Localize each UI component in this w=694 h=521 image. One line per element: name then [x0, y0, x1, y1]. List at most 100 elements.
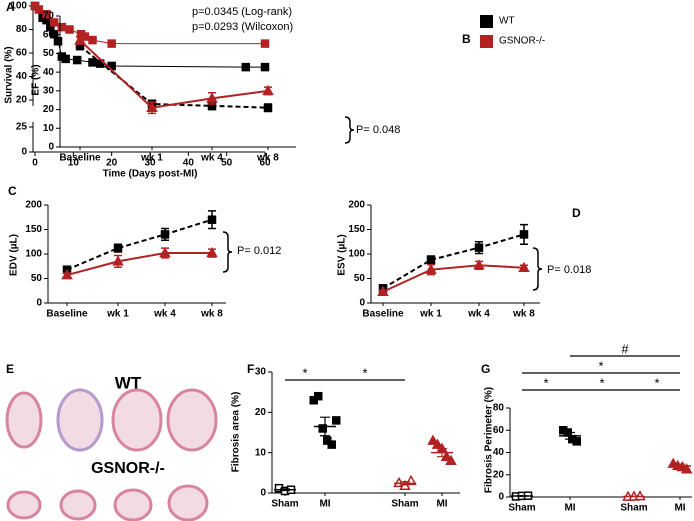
y-tick-label: 60 — [493, 425, 505, 436]
point — [314, 391, 323, 401]
y-tick-label: 200 — [348, 200, 365, 211]
y-axis-label: Fibrosis Perimeter (%) — [484, 387, 495, 493]
x-tick-label: 60 — [259, 158, 271, 169]
x-tick-label: wk 1 — [106, 309, 129, 320]
x-tick-label: 50 — [221, 158, 233, 169]
x-tick-label: wk 1 — [140, 153, 163, 164]
y-tick-label: 150 — [25, 224, 42, 235]
significance-label: * — [543, 375, 548, 390]
panel-label: B — [462, 32, 471, 46]
section — [56, 388, 104, 452]
y-tick-label: 70 — [43, 11, 55, 22]
point — [61, 269, 73, 280]
point — [88, 35, 97, 45]
y-tick-label: 0 — [359, 298, 365, 309]
y-tick-label: 0 — [260, 488, 266, 499]
point — [160, 230, 170, 239]
y-axis-label: Survival (%) — [4, 46, 15, 103]
y-tick-label: 0 — [48, 142, 54, 153]
y-tick-label: 20 — [493, 469, 505, 480]
error-bar — [400, 481, 410, 486]
y-axis-label: ESV (µL) — [337, 234, 348, 275]
y-tick-label: 20 — [43, 104, 55, 115]
point — [34, 5, 44, 14]
y-tick-label: 200 — [25, 200, 42, 211]
x-tick-label: wk 4 — [200, 153, 223, 164]
panel-label: C — [8, 184, 17, 198]
series-line — [79, 39, 269, 109]
error-bar — [675, 463, 685, 469]
y-tick-label: 30 — [43, 85, 55, 96]
annotation: p=0.0345 (Log-rank) — [192, 6, 292, 18]
section — [59, 489, 97, 521]
x-tick-label: wk 1 — [419, 309, 442, 320]
series-line — [79, 45, 269, 109]
point — [263, 103, 273, 112]
series-line — [382, 233, 525, 290]
y-tick-label: 20 — [255, 407, 267, 418]
panel-label: A — [6, 0, 15, 14]
y-tick-label: 0 — [36, 298, 42, 309]
brace — [222, 231, 233, 273]
legend-label: WT — [499, 16, 515, 27]
point — [159, 246, 171, 258]
point — [260, 39, 270, 48]
y-tick-label: 40 — [43, 67, 55, 78]
point — [572, 437, 581, 446]
y-tick-label: 40 — [16, 71, 28, 82]
x-tick-label: wk 8 — [256, 153, 279, 164]
y-tick-label: 60 — [43, 29, 55, 40]
y-tick-label: 30 — [255, 367, 267, 378]
point — [57, 22, 67, 32]
x-tick-label: 0 — [32, 158, 38, 169]
y-tick-label: 100 — [25, 249, 42, 260]
point — [112, 255, 124, 266]
point — [49, 18, 59, 27]
section — [113, 488, 153, 521]
y-tick-label: 10 — [43, 123, 55, 134]
section — [111, 388, 163, 452]
series-line — [382, 264, 525, 293]
point — [42, 9, 51, 19]
point — [327, 440, 336, 449]
y-tick-label: 50 — [43, 48, 55, 59]
panel-label: D — [572, 206, 581, 220]
y-axis-label: EF (%) — [31, 64, 42, 95]
x-tick-label: wk 4 — [467, 309, 490, 320]
point — [113, 243, 123, 253]
point — [88, 58, 97, 67]
x-tick-label: Baseline — [46, 309, 88, 320]
legend-swatch — [480, 15, 493, 28]
y-tick-label: 60 — [16, 48, 28, 59]
significance-label: * — [598, 358, 603, 373]
point — [65, 25, 74, 34]
y-tick-label: 0 — [498, 492, 504, 503]
x-tick-label: 40 — [183, 158, 195, 169]
point — [318, 424, 327, 433]
panel-label: E — [6, 362, 14, 376]
point — [473, 259, 485, 270]
x-tick-label: Sham — [620, 503, 647, 514]
point — [260, 62, 270, 72]
y-tick-label: 100 — [10, 1, 27, 12]
heart-sections — [5, 388, 218, 521]
x-tick-label: MI — [564, 503, 575, 514]
x-tick-label: MI — [319, 499, 330, 510]
y-tick-label: 20 — [16, 95, 28, 106]
section — [6, 490, 42, 520]
legend-swatch — [480, 35, 493, 48]
section — [166, 388, 218, 452]
point — [74, 34, 86, 45]
error-bar — [280, 488, 290, 492]
significance-label: * — [654, 375, 659, 390]
y-tick-label: 80 — [493, 403, 505, 414]
y-tick-label: 100 — [348, 249, 365, 260]
point — [146, 101, 158, 112]
x-tick-label: wk 4 — [153, 309, 176, 320]
section — [5, 391, 43, 449]
significance-label: # — [621, 341, 629, 356]
brace — [344, 116, 355, 144]
y-tick-label: 25 — [16, 122, 28, 133]
x-tick-label: MI — [674, 503, 685, 514]
